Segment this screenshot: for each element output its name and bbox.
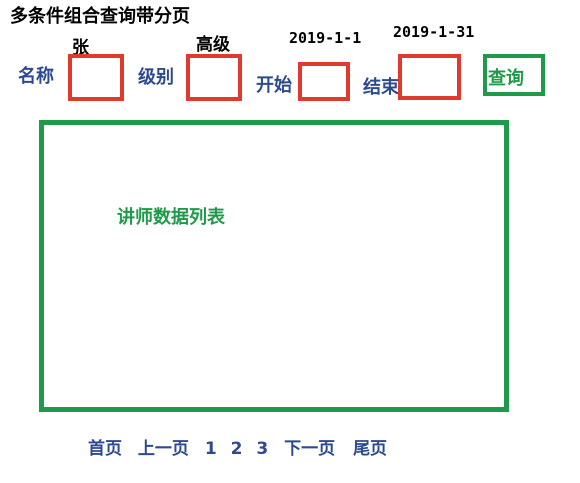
- name-input-box[interactable]: [68, 54, 124, 101]
- first-page-link[interactable]: 首页: [88, 439, 122, 459]
- level-label: 级别: [138, 67, 174, 88]
- prev-page-link[interactable]: 上一页: [137, 439, 189, 459]
- level-sample-value: 高级: [196, 35, 230, 55]
- end-date-input-box[interactable]: [398, 54, 461, 100]
- start-label: 开始: [256, 75, 292, 96]
- end-label: 结束: [363, 77, 399, 98]
- query-button[interactable]: 查询: [483, 54, 545, 96]
- start-sample-value: 2019-1-1: [289, 29, 362, 47]
- end-sample-value: 2019-1-31: [393, 23, 475, 41]
- level-input-box[interactable]: [186, 54, 242, 101]
- start-date-input-box[interactable]: [298, 62, 350, 101]
- next-page-link[interactable]: 下一页: [284, 439, 336, 459]
- page-title: 多条件组合查询带分页: [10, 6, 190, 27]
- lecturer-data-list: [39, 120, 509, 412]
- page-link-2[interactable]: 2: [230, 439, 243, 459]
- name-sample-value: 张: [72, 38, 89, 58]
- page-link-3[interactable]: 3: [256, 439, 269, 459]
- pagination: 首页 上一页 1 2 3 下一页 尾页: [88, 434, 387, 459]
- last-page-link[interactable]: 尾页: [353, 439, 388, 459]
- page-link-1[interactable]: 1: [204, 439, 217, 459]
- query-button-label: 查询: [488, 68, 524, 89]
- data-list-label: 讲师数据列表: [117, 207, 225, 228]
- name-label: 名称: [18, 66, 54, 87]
